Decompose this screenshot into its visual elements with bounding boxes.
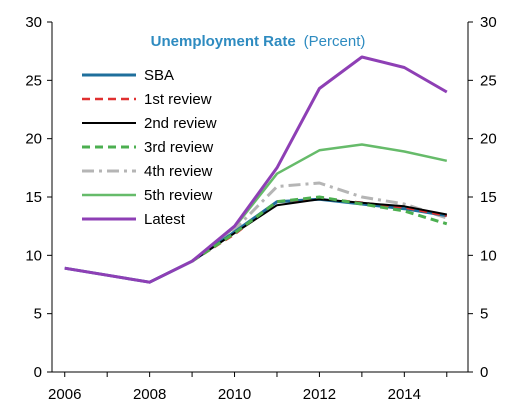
y-tick-label-left: 0 (34, 364, 42, 381)
legend-label-4th-review: 4th review (144, 163, 213, 180)
y-tick-label-right: 15 (480, 189, 497, 206)
x-tick-label: 2006 (48, 386, 81, 403)
legend-label-latest: Latest (144, 211, 186, 228)
chart-title: Unemployment Rate (Percent) (151, 33, 366, 50)
y-tick-label-left: 25 (25, 72, 42, 89)
x-tick-label: 2008 (133, 386, 166, 403)
y-tick-label-left: 30 (25, 14, 42, 31)
axes: 0 0 5 5 10 10 15 15 20 20 25 25 30 30 2006 2008 2010 2012… (25, 14, 496, 403)
plot-lines (64, 55, 448, 284)
legend: SBA 1st review 2nd review 3rd review 4th rev… (82, 67, 217, 228)
legend-label-1st-review: 1st review (144, 91, 212, 108)
y-tick-label-right: 0 (480, 364, 488, 381)
x-tick-label: 2012 (303, 386, 336, 403)
y-tick-label-right: 25 (480, 72, 497, 89)
legend-label-3rd-review: 3rd review (144, 139, 213, 156)
x-tick-label: 2010 (218, 386, 251, 403)
y-tick-label-left: 10 (25, 247, 42, 264)
y-tick-label-left: 5 (34, 306, 42, 323)
series-line-latest (64, 55, 448, 284)
legend-label-5th-review: 5th review (144, 187, 213, 204)
y-tick-label-right: 5 (480, 306, 488, 323)
y-tick-label-right: 10 (480, 247, 497, 264)
y-tick-label-right: 30 (480, 14, 497, 31)
y-tick-label-left: 20 (25, 131, 42, 148)
series-line-2nd-review (191, 198, 447, 263)
chart-subtitle: (Percent) (304, 33, 366, 50)
series-line-sba (64, 197, 448, 284)
y-tick-label-left: 15 (25, 189, 42, 206)
legend-label-2nd-review: 2nd review (144, 115, 217, 132)
series-line-4th-review (191, 181, 448, 263)
x-tick-label: 2014 (388, 386, 421, 403)
legend-label-sba: SBA (144, 67, 174, 84)
chart-title-main: Unemployment Rate (151, 33, 296, 50)
y-tick-label-right: 20 (480, 131, 497, 148)
series-line-5th-review (191, 143, 448, 263)
series-line-3rd-review (191, 195, 448, 263)
